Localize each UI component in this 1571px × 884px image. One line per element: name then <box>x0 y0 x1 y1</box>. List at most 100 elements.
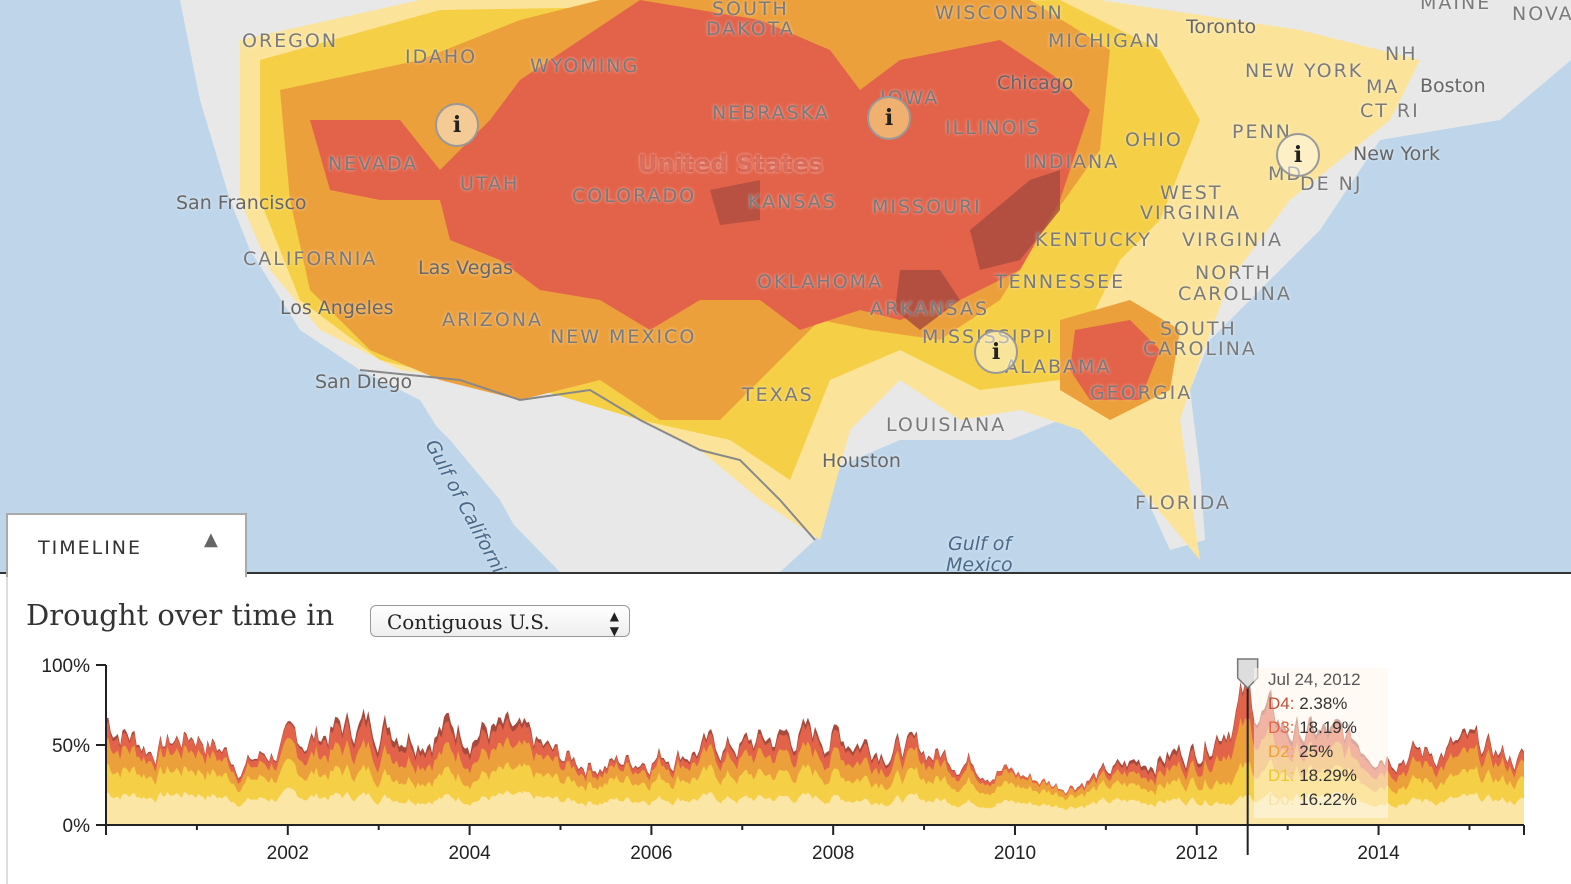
tooltip-row: D2: 25% <box>1268 742 1333 762</box>
us-mexico-border <box>359 369 816 541</box>
state-label: NEVADA <box>328 153 419 175</box>
state-label: NH <box>1385 43 1418 65</box>
tooltip-level-label: D1: <box>1268 766 1295 785</box>
state-label: CALIFORNIA <box>243 248 378 270</box>
y-tick-label: 50% <box>52 736 90 757</box>
info-marker-icon[interactable]: i <box>1276 133 1320 177</box>
state-label: UTAH <box>460 173 520 195</box>
city-label: Toronto <box>1186 16 1257 38</box>
info-marker-icon[interactable]: i <box>435 103 479 147</box>
drought-d4-2 <box>895 270 960 330</box>
timeline-title: Drought over time in <box>26 598 335 632</box>
tooltip-row: D0: 16.22% <box>1268 790 1357 810</box>
state-label: NEW MEXICO <box>550 326 697 348</box>
state-label: MISSOURI <box>872 196 982 218</box>
city-label: Boston <box>1420 75 1486 97</box>
state-label: FLORIDA <box>1135 492 1231 514</box>
tooltip-level-value: 18.29% <box>1294 766 1357 785</box>
state-label: ILLINOIS <box>945 117 1041 139</box>
triangle-up-icon[interactable]: ▲ <box>204 529 218 550</box>
state-label: LOUISIANA <box>886 414 1007 436</box>
y-tick-label: 100% <box>41 656 90 677</box>
drought-area-chart[interactable]: 0% 50% 100% 2002 2004 2006 2008 2010 2012 2014 <box>0 650 1571 884</box>
state-label: TENNESSEE <box>995 271 1126 293</box>
select-arrows-icon: ▲ ▼ <box>609 609 619 638</box>
state-label: KANSAS <box>748 191 837 213</box>
city-label: Los Angeles <box>280 297 394 319</box>
city-label: New York <box>1353 143 1441 165</box>
state-label: KENTUCKY <box>1035 229 1152 251</box>
tooltip-level-value: 25% <box>1294 742 1334 761</box>
state-label: OKLAHOMA <box>757 271 884 293</box>
tooltip-level-label: D4: <box>1268 694 1295 713</box>
state-label: OREGON <box>242 30 339 52</box>
drought-d4 <box>970 170 1060 270</box>
info-marker-icon[interactable]: i <box>974 330 1018 374</box>
state-label: GEORGIA <box>1090 382 1193 404</box>
drought-d3-southeast <box>1070 320 1160 400</box>
tooltip-level-label: D2: <box>1268 742 1295 761</box>
city-label: Las Vegas <box>418 257 513 279</box>
tooltip-level-label: D0: <box>1268 790 1295 809</box>
state-label: CAROLINA <box>1178 283 1292 305</box>
state-label: NEW YORK <box>1245 60 1364 82</box>
region-select[interactable]: Contiguous U.S. ▲ ▼ <box>370 605 630 638</box>
cursor-handle-icon[interactable] <box>1236 658 1259 690</box>
state-label: INDIANA <box>1025 151 1120 173</box>
x-tick-label: 2002 <box>267 843 309 864</box>
timeline-tab-label: TIMELINE <box>38 537 143 559</box>
state-label: VIRGINIA <box>1182 229 1283 251</box>
gulf-of-california <box>400 390 540 572</box>
state-label: CT RI <box>1360 100 1420 122</box>
state-label: WYOMING <box>530 55 640 77</box>
state-label: ALABAMA <box>1005 356 1112 378</box>
x-tick-label: 2006 <box>630 843 672 864</box>
state-label: MICHIGAN <box>1048 30 1162 52</box>
state-label: WISCONSIN <box>935 2 1064 24</box>
tooltip-level-value: 16.22% <box>1294 790 1357 809</box>
tooltip-row: D4: 2.38% <box>1268 694 1347 714</box>
drought-d3 <box>310 0 1090 330</box>
state-label: ARKANSAS <box>870 298 990 320</box>
area-series-d0 <box>106 787 1524 825</box>
state-label: DAKOTA <box>706 18 795 40</box>
x-tick-label: 2004 <box>448 843 491 864</box>
city-label: Chicago <box>997 72 1074 94</box>
tooltip-level-value: 2.38% <box>1294 694 1348 713</box>
city-label: Houston <box>822 450 901 472</box>
y-tick-label: 0% <box>63 816 91 837</box>
timeline-tab[interactable]: TIMELINE ▲ <box>6 513 247 577</box>
tooltip-row: D1: 18.29% <box>1268 766 1357 786</box>
city-label: San Diego <box>315 371 413 393</box>
info-marker-icon[interactable]: i <box>867 96 911 140</box>
state-label: ARIZONA <box>442 309 543 331</box>
state-label: NORTH <box>1195 262 1272 284</box>
state-label: SOUTH <box>712 0 789 20</box>
state-label: CAROLINA <box>1143 338 1257 360</box>
state-label: SOUTH <box>1160 318 1237 340</box>
state-label: TEXAS <box>742 384 814 406</box>
state-label: NOVA <box>1512 3 1571 25</box>
state-label: OHIO <box>1125 129 1183 151</box>
cursor-tooltip: Jul 24, 2012 D4: 2.38% D3: 18.19% D2: 25% D… <box>1254 668 1388 818</box>
tooltip-level-value: 18.19% <box>1294 718 1357 737</box>
tooltip-date: Jul 24, 2012 <box>1268 670 1361 689</box>
water-label: Mexico <box>946 554 1013 574</box>
water-label: Gulf of <box>948 533 1012 555</box>
tooltip-level-label: D3: <box>1268 718 1295 737</box>
state-label: PENN <box>1232 121 1292 143</box>
region-select-value: Contiguous U.S. <box>387 610 550 634</box>
state-label: VIRGINIA <box>1140 202 1241 224</box>
state-label: MA <box>1366 76 1400 98</box>
city-label: San Francisco <box>176 192 307 214</box>
country-label: United States <box>638 150 824 178</box>
x-tick-label: 2014 <box>1357 843 1400 864</box>
state-label: COLORADO <box>572 185 697 207</box>
state-label: IDAHO <box>405 46 478 68</box>
x-tick-label: 2010 <box>994 843 1036 864</box>
state-label: WEST <box>1160 182 1223 204</box>
x-tick-label: 2008 <box>812 843 854 864</box>
drought-map[interactable]: OREGON IDAHO WYOMING SOUTH DAKOTA WISCONSIN MI… <box>0 0 1571 574</box>
drought-d4-3 <box>710 180 760 225</box>
x-tick-label: 2012 <box>1176 843 1218 864</box>
